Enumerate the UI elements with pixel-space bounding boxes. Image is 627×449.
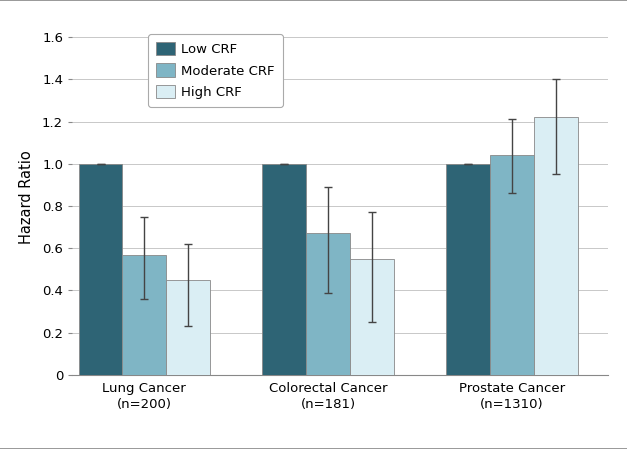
Bar	[122, 255, 166, 375]
Y-axis label: Hazard Ratio: Hazard Ratio	[19, 151, 34, 244]
Bar	[490, 155, 534, 375]
Bar	[263, 164, 306, 375]
Legend: Low CRF, Moderate CRF, High CRF: Low CRF, Moderate CRF, High CRF	[149, 34, 283, 107]
Bar	[350, 259, 394, 375]
Bar	[306, 233, 350, 375]
Bar	[166, 280, 210, 375]
Bar	[534, 117, 577, 375]
Bar	[78, 164, 122, 375]
Bar	[446, 164, 490, 375]
